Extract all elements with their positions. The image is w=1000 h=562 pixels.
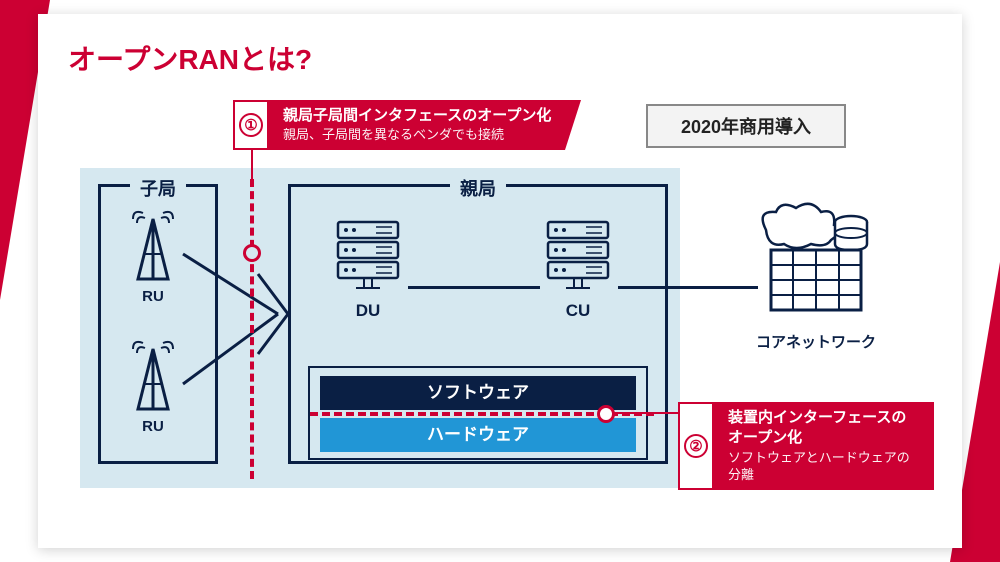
antenna-ru-1: RU (128, 209, 178, 305)
callout1-connector (251, 150, 253, 180)
callout-1-title: 親局子局間インタフェースのオープン化 (283, 106, 551, 126)
callout-2-title: 装置内インターフェースのオープン化 (728, 408, 920, 449)
ru-connection-lines (178, 184, 298, 464)
callout-1-number: ① (239, 113, 263, 137)
callout-2-body: 装置内インターフェースのオープン化 ソフトウェアとハードウェアの分離 (714, 402, 934, 490)
callout2-connector (618, 412, 678, 414)
ru-label-2: RU (128, 418, 178, 435)
slide-card: オープンRANとは? 子局 RU RU (38, 14, 962, 548)
parent-station-label: 親局 (450, 175, 506, 201)
software-layer: ソフトウェア (320, 376, 636, 410)
hardware-layer: ハードウェア (320, 418, 636, 452)
interface-marker-2 (597, 405, 615, 423)
antenna-ru-2: RU (128, 339, 178, 435)
callout-2-number-box: ② (678, 402, 714, 490)
cu-label: CU (538, 301, 618, 321)
server-du: DU (328, 214, 408, 321)
interface-line-vertical (250, 179, 254, 479)
core-network-label: コアネットワーク (736, 331, 896, 352)
callout-1-subtitle: 親局、子局間を異なるベンダでも接続 (283, 126, 551, 144)
year-badge: 2020年商用導入 (646, 104, 846, 148)
interface-marker-1 (243, 244, 261, 262)
callout-2-number: ② (684, 434, 708, 458)
server-cu: CU (538, 214, 618, 321)
callout-1-number-box: ① (233, 100, 269, 150)
callout-2: ② 装置内インターフェースのオープン化 ソフトウェアとハードウェアの分離 (678, 402, 934, 490)
callout-1: ① 親局子局間インタフェースのオープン化 親局、子局間を異なるベンダでも接続 (233, 100, 565, 150)
du-cu-line (408, 286, 540, 289)
ru-label-1: RU (128, 288, 178, 305)
core-network: コアネットワーク (736, 200, 896, 352)
du-label: DU (328, 301, 408, 321)
callout-1-body: 親局子局間インタフェースのオープン化 親局、子局間を異なるベンダでも接続 (269, 100, 565, 150)
slide-title: オープンRANとは? (68, 38, 312, 78)
callout-2-subtitle: ソフトウェアとハードウェアの分離 (728, 449, 920, 484)
